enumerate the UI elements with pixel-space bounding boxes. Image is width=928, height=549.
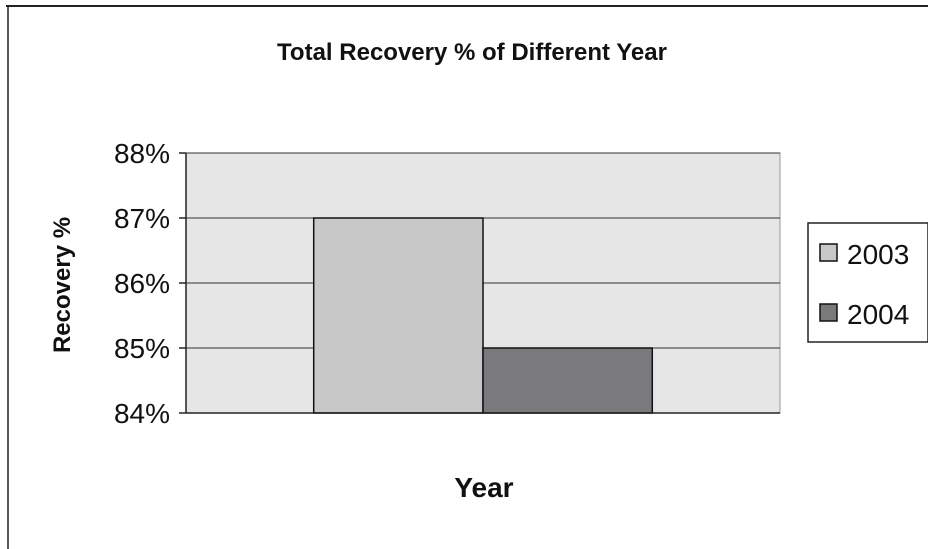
legend-label-2004: 2004 <box>847 299 909 330</box>
legend-swatch-2003 <box>819 243 838 262</box>
y-tick-label: 84% <box>114 398 170 429</box>
y-tick-label: 85% <box>114 333 170 364</box>
y-tick-label: 86% <box>114 268 170 299</box>
legend: 2003 2004 <box>807 222 928 343</box>
bar-2003 <box>312 217 484 414</box>
legend-items: 2003 2004 <box>819 239 909 330</box>
y-axis-label: Recovery % <box>49 217 76 353</box>
legend-label-2003: 2003 <box>847 239 909 270</box>
legend-box <box>807 222 928 343</box>
chart-title: Total Recovery % of Different Year <box>277 39 667 66</box>
x-axis-label: Year <box>454 472 513 503</box>
legend-swatch-2004 <box>819 303 838 322</box>
y-ticks: 84% 85% 86% 87% 88% <box>114 138 186 429</box>
y-tick-label: 87% <box>114 203 170 234</box>
bar-2004 <box>482 347 654 414</box>
y-tick-label: 88% <box>114 138 170 169</box>
bars <box>312 217 654 414</box>
